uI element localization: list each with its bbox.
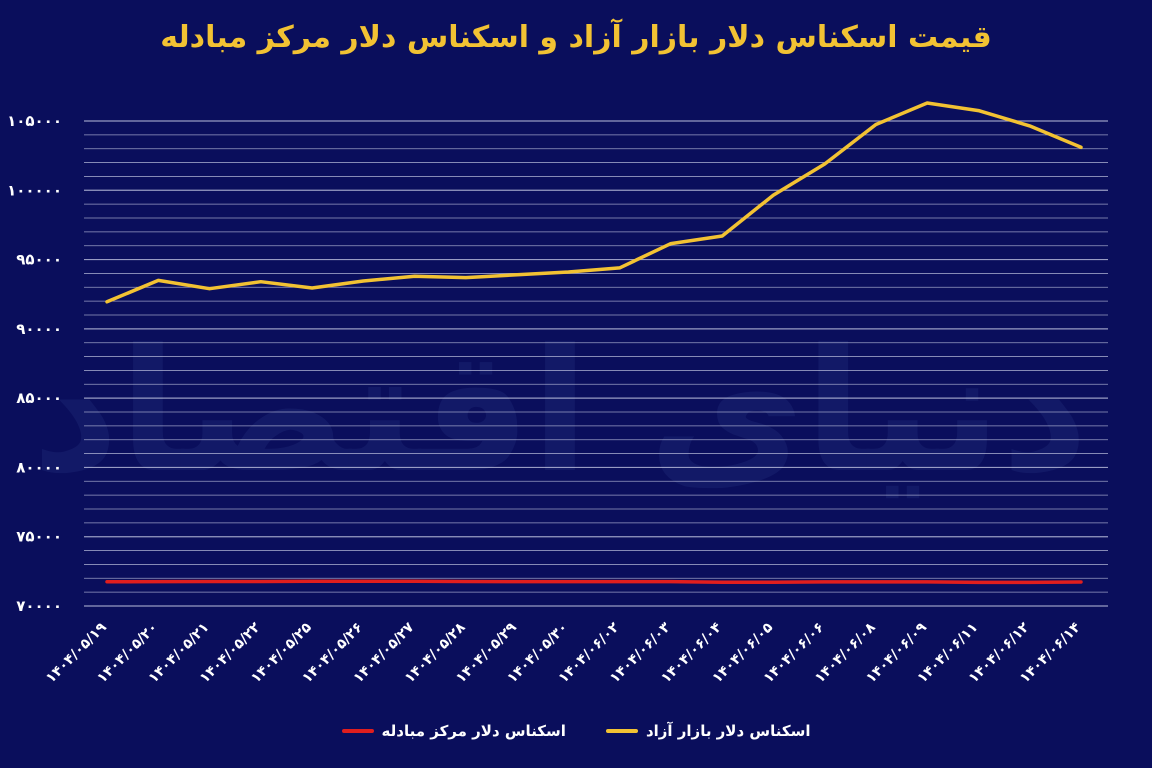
legend-item: اسکناس دلار مرکز مبادله	[341, 722, 566, 740]
y-tick-label: ۱۰۵۰۰۰	[7, 112, 62, 130]
y-tick-label: ۸۰۰۰۰	[16, 458, 62, 476]
legend-swatch	[341, 729, 374, 733]
chart-title: قیمت اسکناس دلار بازار آزاد و اسکناس دلا…	[160, 20, 992, 55]
legend-label: اسکناس دلار مرکز مبادله	[381, 722, 566, 740]
y-tick-label: ۸۵۰۰۰	[16, 389, 62, 407]
y-tick-label: ۱۰۰۰۰۰	[7, 181, 62, 199]
legend-item: اسکناس دلار بازار آزاد	[605, 722, 811, 740]
x-axis-ticks: ۱۴۰۴/۰۵/۱۹۱۴۰۴/۰۵/۲۰۱۴۰۴/۰۵/۲۱۱۴۰۴/۰۵/۲۲…	[43, 619, 1084, 686]
y-tick-label: ۹۰۰۰۰	[16, 320, 62, 338]
gridlines	[84, 120, 1108, 607]
y-tick-label: ۷۵۰۰۰	[16, 528, 62, 546]
series-line-0	[105, 101, 1083, 304]
series-line-1	[105, 579, 1083, 585]
y-tick-label: ۷۰۰۰۰	[16, 597, 62, 615]
series-lines	[105, 101, 1083, 585]
legend-swatch	[605, 729, 638, 733]
y-axis-ticks: ۱۰۵۰۰۰ ۱۰۰۰۰۰ ۹۵۰۰۰ ۹۰۰۰۰ ۸۵۰۰۰ ۸۰۰۰۰ ۷۵۰۰۰ ۷۰۰…	[7, 112, 62, 615]
legend-label: اسکناس دلار بازار آزاد	[645, 722, 811, 740]
legend: اسکناس دلار بازار آزاد اسکناس دلار مرکز م…	[0, 722, 1152, 740]
y-tick-label: ۹۵۰۰۰	[16, 251, 62, 269]
